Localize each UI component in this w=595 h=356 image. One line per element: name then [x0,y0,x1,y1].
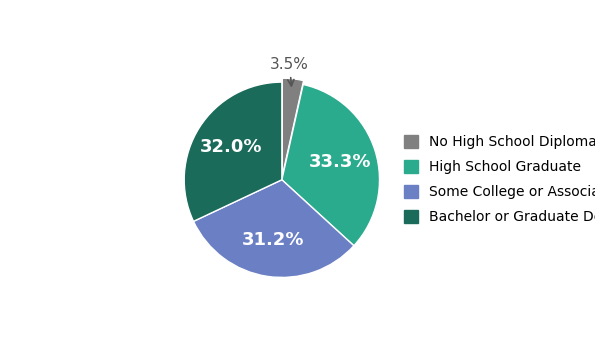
Wedge shape [282,84,380,246]
Wedge shape [184,82,282,221]
Text: 3.5%: 3.5% [270,57,309,86]
Wedge shape [193,180,354,277]
Legend: No High School Diploma, High School Graduate, Some College or Associates Degree,: No High School Diploma, High School Grad… [399,130,595,230]
Text: 33.3%: 33.3% [308,153,371,171]
Wedge shape [282,78,303,176]
Text: 31.2%: 31.2% [242,231,304,248]
Text: 32.0%: 32.0% [199,138,262,156]
